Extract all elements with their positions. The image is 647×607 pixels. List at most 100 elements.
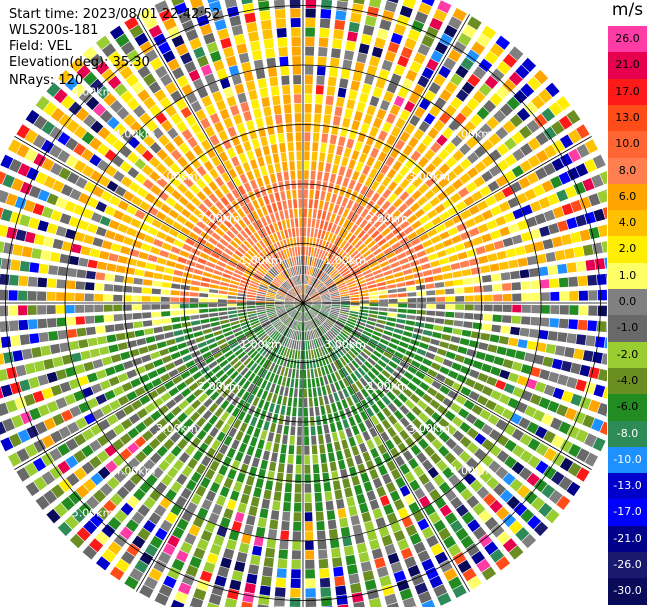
velocity-gate (177, 342, 188, 350)
velocity-gate (301, 303, 303, 312)
velocity-gate (391, 356, 401, 365)
velocity-gate (210, 205, 220, 215)
velocity-gate (289, 435, 295, 445)
velocity-gate (214, 419, 225, 430)
velocity-gate (150, 184, 162, 196)
velocity-gate (253, 59, 264, 70)
velocity-gate (364, 327, 374, 334)
velocity-gate (452, 416, 464, 428)
velocity-gate (533, 354, 545, 365)
velocity-gate (313, 329, 318, 338)
velocity-gate (179, 250, 190, 258)
velocity-gate (288, 329, 293, 338)
velocity-gate (327, 331, 335, 340)
velocity-gate (326, 318, 335, 325)
velocity-gate (191, 196, 202, 207)
velocity-gate (247, 334, 257, 342)
velocity-gate (57, 460, 71, 474)
velocity-gate (548, 371, 560, 383)
velocity-gate (237, 92, 247, 104)
velocity-gate (161, 318, 172, 324)
velocity-gate (135, 143, 147, 156)
velocity-gate (100, 190, 113, 202)
velocity-gate (404, 325, 414, 332)
velocity-gate (378, 464, 388, 476)
velocity-gate (277, 463, 285, 473)
azimuth-spoke-330 (136, 14, 304, 304)
velocity-gate (413, 541, 426, 554)
velocity-gate (213, 351, 223, 359)
velocity-gate (423, 375, 434, 385)
velocity-gate (592, 437, 606, 452)
velocity-gate (457, 346, 468, 355)
velocity-gate (229, 341, 239, 349)
velocity-gate (214, 19, 227, 31)
velocity-gate (61, 184, 73, 197)
velocity-gate (156, 177, 168, 188)
velocity-gate (297, 331, 300, 341)
velocity-gate (292, 310, 298, 319)
velocity-gate (149, 57, 163, 71)
velocity-gate (599, 421, 607, 436)
velocity-gate (280, 250, 286, 260)
velocity-gate (453, 320, 464, 327)
velocity-gate (466, 427, 479, 439)
velocity-gate (437, 0, 452, 14)
velocity-gate (325, 500, 334, 511)
velocity-gate (284, 483, 292, 493)
velocity-gate (33, 115, 48, 130)
velocity-gate (237, 293, 247, 297)
velocity-gate (330, 362, 337, 372)
velocity-gate (557, 374, 569, 386)
velocity-gate (196, 55, 209, 68)
velocity-gate (439, 33, 453, 47)
velocity-gate (378, 290, 388, 295)
velocity-gate (303, 198, 308, 208)
velocity-gate (483, 284, 493, 292)
velocity-gate (156, 418, 168, 429)
velocity-gate (289, 209, 294, 219)
velocity-gate (527, 76, 542, 91)
velocity-gate (540, 292, 550, 301)
colorbar-label: -1.0 (616, 321, 639, 335)
velocity-gate (8, 139, 22, 154)
velocity-gate (304, 84, 313, 94)
velocity-gate (202, 410, 213, 421)
velocity-gate (184, 405, 195, 416)
velocity-gate (314, 483, 322, 493)
velocity-gate (64, 393, 76, 406)
velocity-gate (58, 113, 72, 128)
velocity-gate (483, 304, 493, 312)
velocity-gate (407, 214, 418, 224)
velocity-gate (442, 467, 454, 479)
velocity-gate (357, 354, 366, 363)
velocity-gate (252, 199, 260, 210)
velocity-gate (240, 230, 249, 239)
velocity-gate (512, 293, 522, 302)
velocity-gate (384, 50, 397, 63)
velocity-gate (231, 135, 241, 146)
velocity-gate (345, 427, 353, 438)
velocity-gate (312, 329, 317, 339)
velocity-gate (90, 120, 104, 134)
velocity-gate (476, 33, 491, 48)
velocity-gate (360, 472, 370, 483)
velocity-gate (401, 78, 414, 90)
velocity-gate (348, 362, 356, 372)
velocity-gate (541, 107, 556, 122)
velocity-gate (163, 412, 175, 423)
velocity-gate (411, 190, 422, 201)
velocity-gate (314, 190, 320, 200)
velocity-gate (346, 199, 354, 210)
velocity-gate (220, 184, 230, 195)
velocity-gate (393, 422, 404, 433)
velocity-gate (305, 312, 309, 321)
velocity-gate (508, 46, 524, 61)
velocity-gate (348, 436, 357, 447)
velocity-gate (243, 141, 252, 152)
velocity-gate (453, 279, 464, 286)
velocity-gate (309, 237, 313, 247)
velocity-gate (257, 313, 267, 318)
ppi-plot: 1.00km2.00km3.00km4.00km5.00km1.00km2.00… (0, 0, 607, 607)
velocity-gate (384, 543, 397, 556)
